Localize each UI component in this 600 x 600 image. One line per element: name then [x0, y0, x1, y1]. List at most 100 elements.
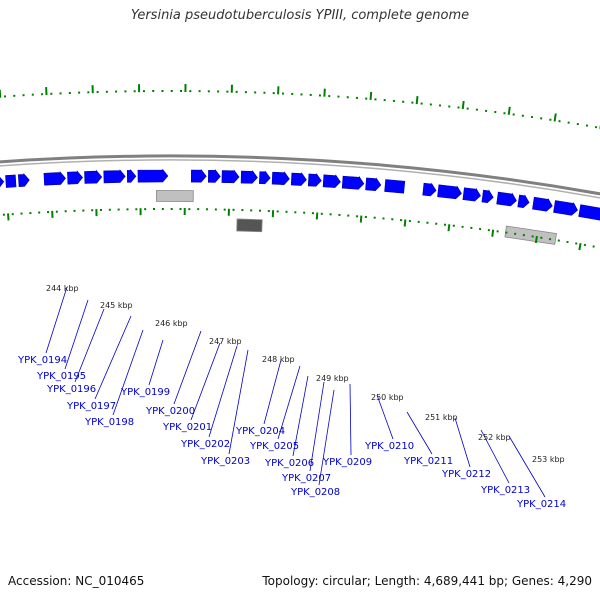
gene-label: YPK_0212 — [441, 469, 491, 480]
tick-label: 245 kbp — [100, 301, 133, 310]
ruler-tick — [507, 106, 511, 115]
gene-label: YPK_0209 — [322, 457, 372, 468]
gene-label: YPK_0213 — [480, 485, 530, 496]
gene-arrow — [5, 174, 17, 188]
gene-arrow — [437, 184, 462, 200]
gene-arrow — [84, 169, 103, 184]
tick-label: 253 kbp — [532, 455, 565, 464]
tick-label: 252 kbp — [478, 433, 511, 442]
gene-label: YPK_0210 — [364, 441, 414, 452]
gene-track — [0, 168, 600, 221]
gene-label-leader — [406, 411, 433, 455]
gene-label-leader — [64, 299, 89, 370]
ruler-tick — [415, 96, 419, 105]
gene-label: YPK_0211 — [403, 456, 453, 467]
backbone-line — [0, 159, 600, 199]
gene-label-leader — [309, 381, 325, 472]
gene-arrow — [365, 177, 382, 191]
gene-label: YPK_0202 — [180, 439, 230, 450]
feature-track — [156, 190, 557, 245]
ruler-tick — [359, 215, 363, 223]
tick-label: 247 kbp — [209, 337, 242, 346]
gene-label: YPK_0203 — [200, 456, 250, 467]
gene-label: YPK_0199 — [120, 387, 170, 398]
gene-arrow — [271, 171, 290, 185]
gene-arrow — [0, 177, 5, 188]
gene-label-leader — [112, 329, 144, 416]
gene-label-leaders — [45, 286, 546, 498]
ruler-tick — [578, 243, 582, 251]
inner-ruler — [2, 207, 595, 251]
gene-label: YPK_0201 — [162, 422, 212, 433]
gene-label-leader — [45, 286, 68, 354]
gene-label-leader — [318, 389, 335, 486]
gene-arrow — [190, 168, 207, 183]
gene-arrow — [341, 175, 365, 190]
gene-label: YPK_0206 — [264, 458, 314, 469]
gene-arrow — [103, 169, 126, 184]
gene-arrow — [462, 187, 481, 202]
gene-label-leader — [74, 308, 105, 383]
gene-label: YPK_0196 — [46, 384, 96, 395]
outer-ruler — [0, 84, 600, 129]
gene-arrow — [207, 169, 221, 183]
gene-label-leader — [263, 359, 282, 425]
pseudogene-feature — [236, 218, 263, 233]
gene-label-leader — [148, 339, 164, 386]
backbone-line — [0, 154, 600, 196]
gene-arrow — [322, 174, 341, 188]
gene-arrow — [137, 168, 169, 183]
gene-arrow — [307, 173, 322, 187]
tick-label: 248 kbp — [262, 355, 295, 364]
genome-backbone — [0, 154, 600, 199]
tick-label: 244 kbp — [46, 284, 79, 293]
gene-label: YPK_0195 — [36, 371, 86, 382]
gene-arrow — [221, 169, 240, 184]
gene-label-leader — [454, 417, 471, 468]
gene-arrow — [578, 204, 600, 221]
gene-arrow — [553, 200, 578, 216]
gene-label-leader — [292, 375, 309, 457]
gene-arrow — [67, 170, 83, 185]
gene-arrow — [517, 194, 530, 209]
gene-label-leader — [376, 394, 394, 440]
ruler-tick — [403, 219, 407, 227]
gene-label: YPK_0208 — [290, 487, 340, 498]
ruler-tick — [553, 113, 557, 122]
pseudogene-feature — [156, 190, 194, 203]
tick-label: 249 kbp — [316, 374, 349, 383]
tick-label: 250 kbp — [371, 393, 404, 402]
gene-label: YPK_0197 — [66, 401, 116, 412]
ruler-tick — [491, 229, 495, 237]
gene-label-leader — [277, 365, 301, 440]
pseudogene-feature — [504, 225, 557, 245]
gene-label-leader — [208, 345, 238, 438]
tick-label: 246 kbp — [155, 319, 188, 328]
ruler-tick — [369, 91, 373, 101]
gene-label: YPK_0214 — [516, 499, 566, 510]
gene-label-leader — [349, 383, 352, 456]
gene-labels: YPK_0194 YPK_0195 YPK_0196 YPK_0197 YPK_0198… — [17, 355, 566, 510]
gene-label-leader — [190, 342, 221, 421]
gene-label: YPK_0205 — [249, 441, 299, 452]
page-title: Yersinia pseudotuberculosis YPIII, compl… — [130, 8, 470, 23]
gene-arrow — [259, 170, 271, 185]
gene-arrow — [481, 189, 494, 204]
gene-label-leader — [94, 315, 132, 400]
gene-label: YPK_0200 — [145, 406, 195, 417]
ruler-tick — [461, 100, 465, 110]
tick-labels: 244 kbp 245 kbp 246 kbp 247 kbp 248 kbp 249 k… — [46, 284, 565, 464]
genome-summary: Topology: circular; Length: 4,689,441 bp… — [262, 574, 592, 588]
gene-label-leader — [228, 349, 249, 455]
gene-label: YPK_0198 — [84, 417, 134, 428]
gene-label-leader — [173, 330, 202, 405]
accession-text: Accession: NC_010465 — [8, 574, 145, 588]
gene-label: YPK_0204 — [235, 426, 285, 437]
gene-arrow — [290, 172, 307, 186]
gene-arrow — [496, 191, 517, 207]
gene-label: YPK_0207 — [281, 473, 331, 484]
gene-arrow — [384, 179, 406, 194]
tick-label: 251 kbp — [425, 413, 458, 422]
ruler-tick — [534, 235, 538, 244]
